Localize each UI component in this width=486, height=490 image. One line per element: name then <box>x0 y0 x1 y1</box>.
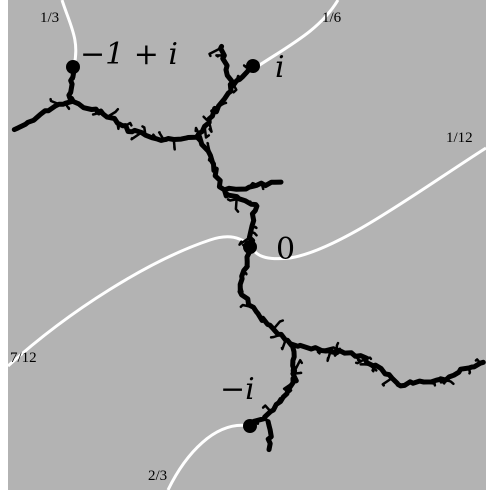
point <box>246 59 260 73</box>
point-label: i <box>275 50 285 85</box>
point <box>66 60 80 74</box>
point-label: −1 + i <box>80 37 178 72</box>
dendrite-branch <box>268 422 271 450</box>
ray-label: 7/12 <box>10 350 37 366</box>
ray-label: 1/6 <box>322 10 342 26</box>
figure: −1 + i i 0 −i 1/3 1/6 1/12 7/12 2/3 <box>0 0 486 490</box>
point <box>243 419 257 433</box>
ray-label: 2/3 <box>148 468 167 484</box>
point <box>243 240 257 254</box>
point-label: −i <box>220 372 255 407</box>
ray-label: 1/12 <box>446 130 473 146</box>
ray-label: 1/3 <box>40 10 59 26</box>
point-label: 0 <box>276 232 295 267</box>
